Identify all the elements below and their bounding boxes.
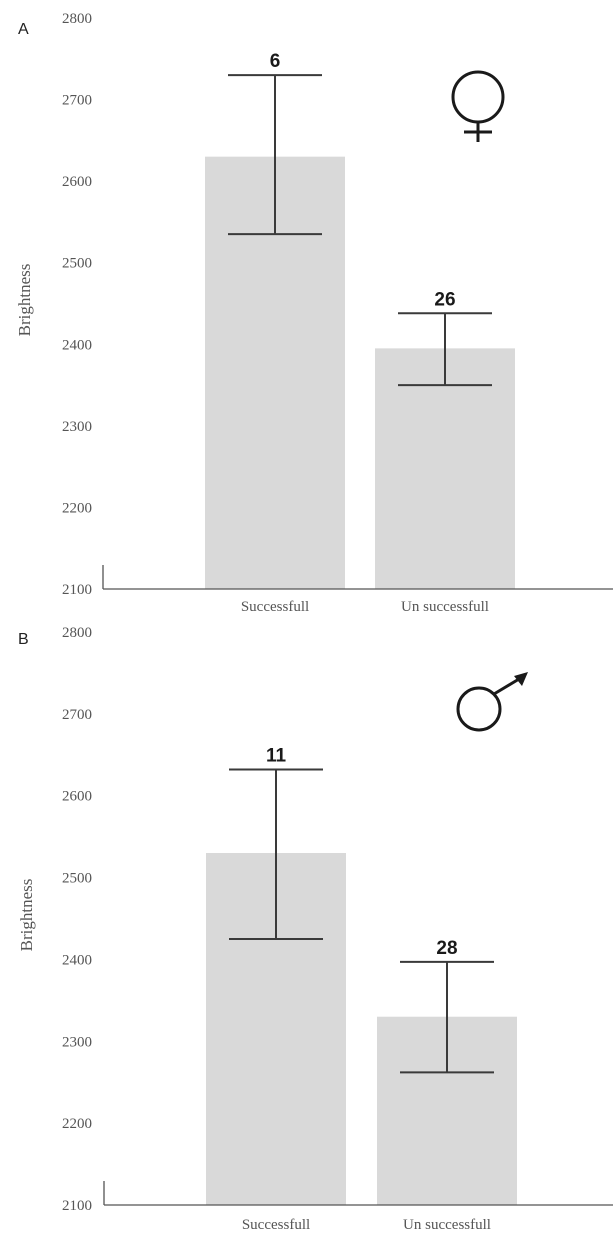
x-category-label: Successfull	[241, 599, 309, 615]
y-tick-label: 2400	[62, 337, 92, 353]
x-category-label: Un successfull	[403, 1217, 491, 1233]
y-tick-label: 2600	[62, 174, 92, 190]
y-tick-label: 2300	[62, 1034, 92, 1050]
sample-size-label: 26	[434, 289, 455, 310]
female-symbol-icon	[451, 70, 505, 142]
panel-label: B	[18, 631, 29, 648]
sample-size-label: 28	[436, 938, 457, 959]
sample-size-label: 6	[270, 51, 281, 72]
y-tick-label: 2500	[62, 256, 92, 272]
panel-b: B Brightness 2100 2200 2300 2400 2500 2600 270…	[17, 625, 613, 1233]
x-category-label: Successfull	[242, 1217, 310, 1233]
bar	[375, 348, 515, 589]
y-tick-label: 2700	[62, 93, 92, 109]
y-tick-label: 2400	[62, 952, 92, 968]
y-axis-label: Brightness	[17, 879, 36, 952]
y-tick-label: 2200	[62, 1116, 92, 1132]
sample-size-label: 11	[266, 746, 287, 767]
y-tick-label: 2300	[62, 419, 92, 435]
x-category-label: Un successfull	[401, 599, 489, 615]
y-tick-label: 2800	[62, 11, 92, 27]
y-tick-label: 2100	[62, 582, 92, 598]
y-tick-label: 2100	[62, 1198, 92, 1214]
y-axis-label: Brightness	[15, 264, 34, 337]
y-tick-label: 2200	[62, 500, 92, 516]
y-tick-label: 2500	[62, 871, 92, 887]
y-tick-label: 2600	[62, 789, 92, 805]
male-symbol-icon	[456, 672, 528, 732]
y-tick-label: 2800	[62, 625, 92, 641]
y-tick-label: 2700	[62, 707, 92, 723]
panel-label: A	[18, 21, 29, 38]
panel-a: A Brightness 2100 2200 2300 2400 2500 2600 270…	[15, 11, 613, 615]
